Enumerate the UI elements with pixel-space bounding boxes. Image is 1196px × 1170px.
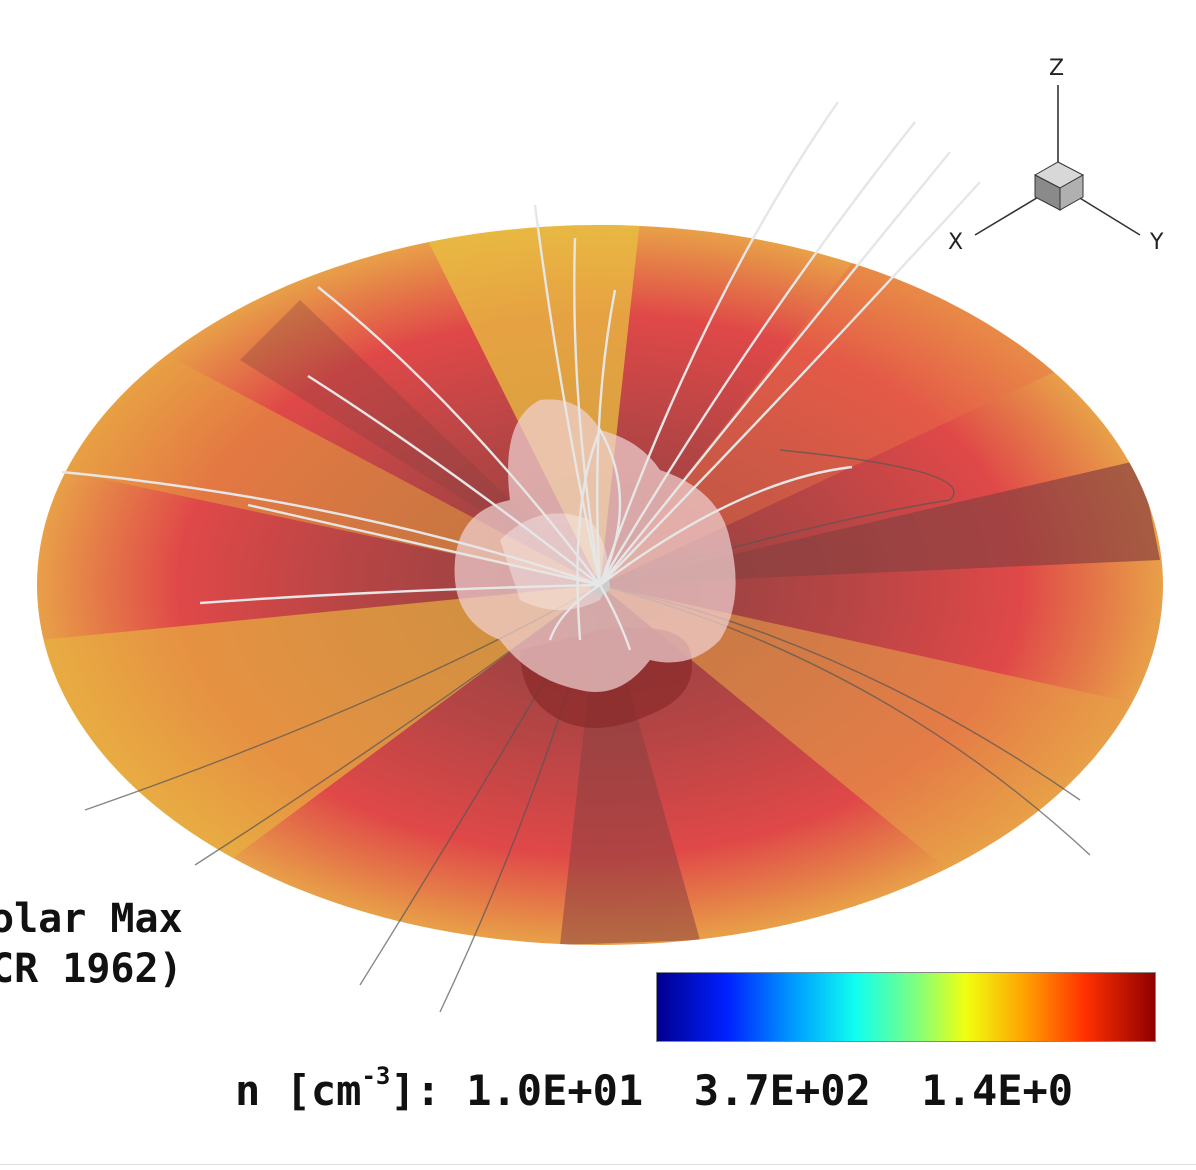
- legend-exponent: -3: [361, 1062, 391, 1090]
- axis-y-label: Y: [1150, 230, 1164, 255]
- colorbar: [656, 972, 1156, 1042]
- case-label-line1: olar Max: [0, 896, 183, 942]
- axis-x-label: X: [948, 230, 964, 255]
- field-lines-upper: [61, 101, 981, 651]
- axis-triad: [974, 85, 1141, 236]
- legend-suffix: ]:: [390, 1066, 441, 1115]
- axis-z-label: Z: [1049, 56, 1065, 81]
- legend-variable: n [cm: [235, 1066, 362, 1115]
- colorbar-legend: n [cm-3]: 1.0E+01 3.7E+02 1.4E+0: [235, 1062, 1074, 1115]
- case-label-line2: CR 1962): [0, 946, 183, 992]
- divider: [0, 1164, 1196, 1165]
- axis-cube: [1033, 161, 1085, 211]
- legend-tick-values: 1.0E+01 3.7E+02 1.4E+0: [466, 1066, 1074, 1115]
